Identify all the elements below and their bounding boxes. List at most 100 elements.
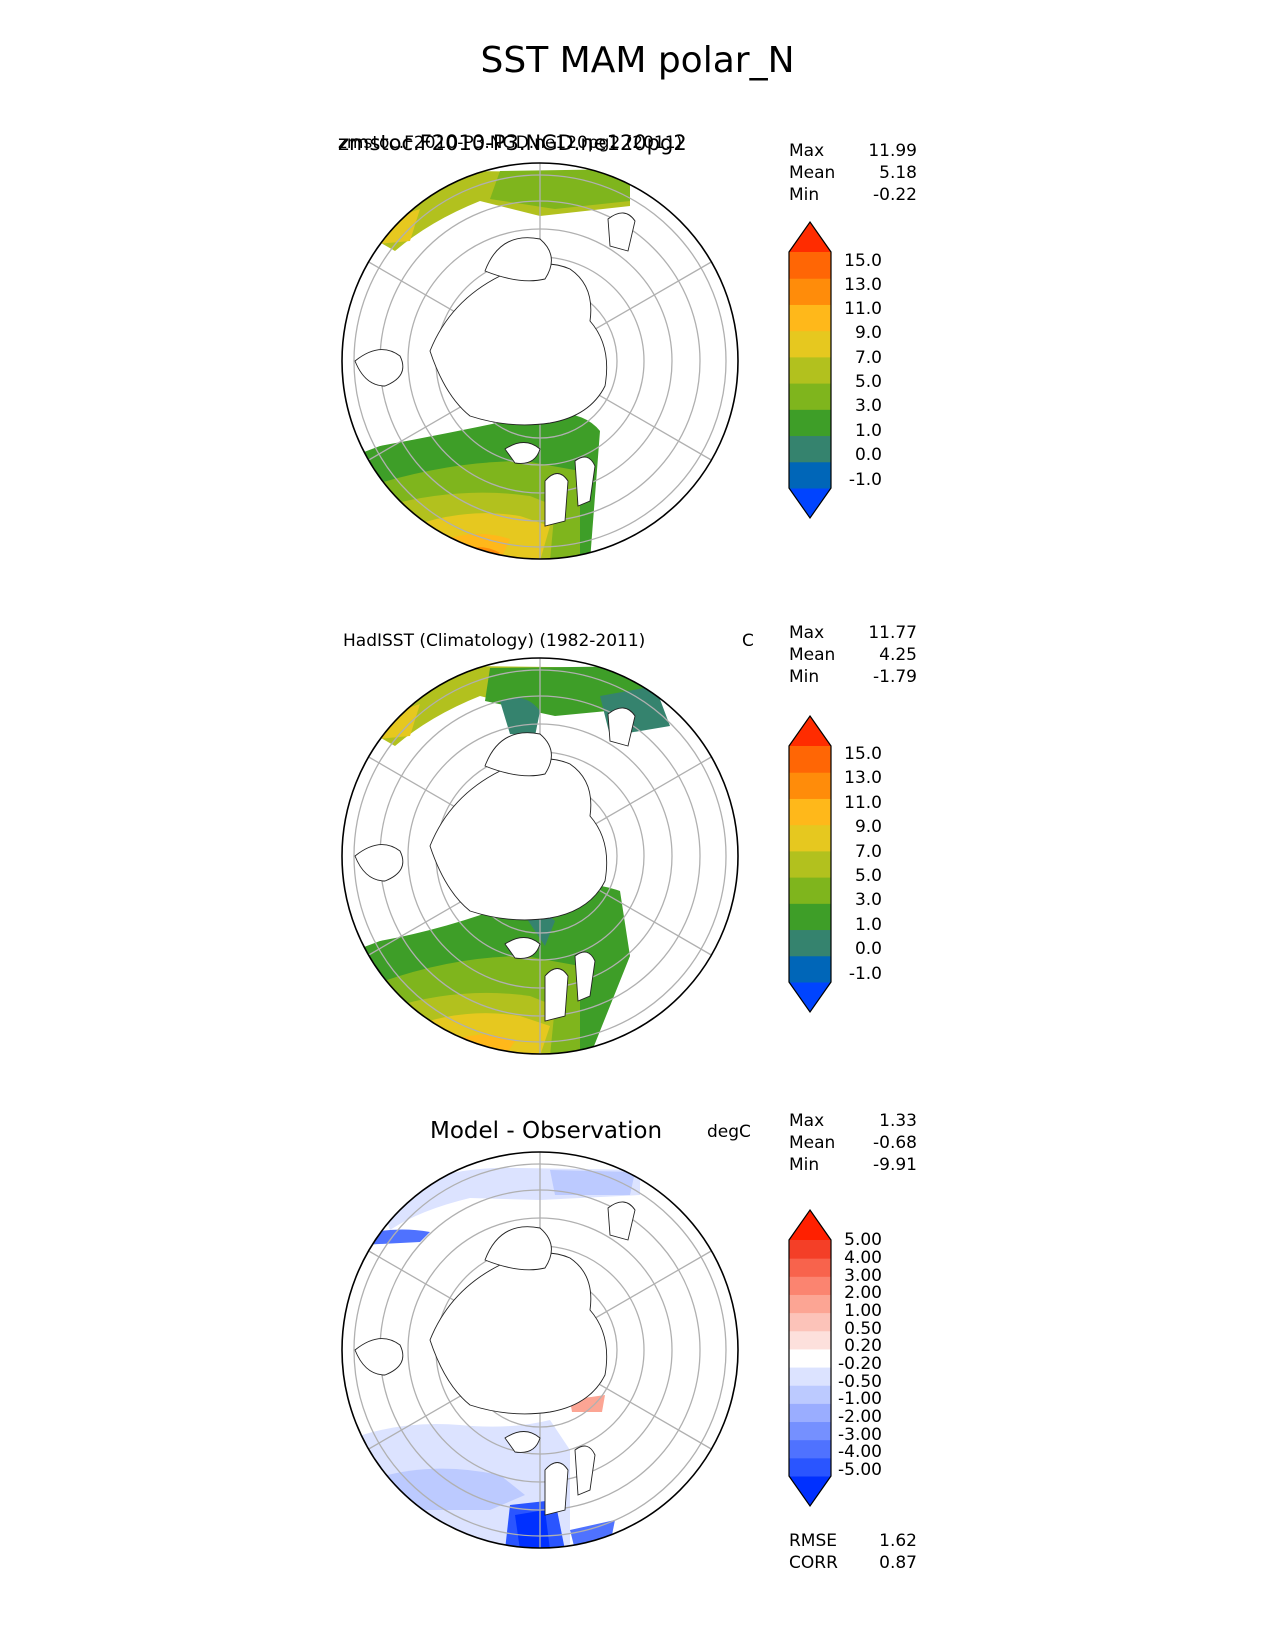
stat-name: Min — [789, 667, 820, 687]
colorbar-label: 2.00 — [844, 1283, 882, 1303]
panel-3-units: degC — [707, 1122, 751, 1142]
figure-title: SST MAM polar_N — [480, 40, 795, 81]
panel-2-polar-map — [341, 657, 739, 1055]
panel-3-stats: Max 1.33 Mean -0.68 Min -9.91 — [789, 1110, 917, 1176]
colorbar-min-extension — [789, 488, 831, 518]
stat-name: Mean — [789, 163, 836, 183]
panel-2-label: HadISST (Climatology) (1982-2011) — [343, 631, 646, 651]
colorbar-segment — [789, 1258, 831, 1277]
colorbar-max-extension — [789, 1210, 831, 1240]
colorbar-segment — [789, 903, 831, 931]
colorbar-label: 15.0 — [844, 744, 882, 764]
colorbar-label: 5.00 — [844, 1230, 882, 1250]
metric-value: 1.62 — [879, 1531, 917, 1551]
colorbar-segment — [789, 1276, 831, 1295]
metric-value: 0.87 — [879, 1553, 917, 1573]
colorbar-label: 11.0 — [844, 793, 882, 813]
stat-name: Mean — [789, 1133, 836, 1153]
colorbar-label: -3.00 — [838, 1425, 882, 1445]
panel-2-stats: Max 11.77 Mean 4.25 Min -1.79 — [789, 622, 917, 688]
colorbar-segment — [789, 461, 831, 489]
stat-value: -0.68 — [873, 1133, 917, 1153]
colorbar-segment — [789, 304, 831, 332]
colorbar-segment — [789, 1294, 831, 1314]
panel-3-polar-map — [341, 1151, 739, 1549]
panel-2-map-boundary — [341, 657, 739, 1055]
colorbar-label: 11.0 — [844, 299, 882, 319]
colorbar-segment — [789, 435, 831, 463]
colorbar-label: -1.0 — [848, 964, 882, 984]
stat-value: 11.77 — [868, 623, 917, 643]
colorbar-segment — [789, 330, 831, 358]
stat-value: 5.18 — [879, 163, 917, 183]
colorbar-segment — [789, 772, 831, 799]
colorbar-segment — [789, 877, 831, 904]
colorbar-label: 9.0 — [854, 817, 882, 837]
colorbar-label: -1.00 — [838, 1389, 882, 1409]
stat-name: Max — [789, 141, 825, 161]
panel-1-polar-map — [341, 162, 739, 560]
colorbar-segment — [789, 1385, 831, 1404]
colorbar-outline — [788, 1208, 832, 1508]
colorbar-label: 3.0 — [854, 396, 882, 416]
panel-2-coastlines — [354, 707, 636, 1022]
colorbar-label: 0.50 — [844, 1319, 882, 1339]
colorbar-label: 5.0 — [854, 866, 882, 886]
colorbar-segment — [789, 798, 831, 826]
colorbar-label: 1.00 — [844, 1301, 882, 1321]
panel-3-title: Model - Observation — [430, 1118, 663, 1144]
panel-3-metrics: RMSE 1.62 CORR 0.87 — [789, 1530, 917, 1574]
colorbar-segment — [789, 746, 831, 773]
stat-name: Max — [789, 623, 825, 643]
colorbar-outline — [788, 714, 832, 1014]
colorbar-label: -0.20 — [838, 1354, 882, 1374]
colorbar-label: 13.0 — [844, 275, 882, 295]
panel-2-colorbar — [788, 714, 832, 1014]
panel-1-coastlines — [354, 212, 636, 527]
colorbar-segment — [789, 1403, 831, 1423]
colorbar-segment — [789, 850, 831, 878]
colorbar-segment — [789, 1367, 831, 1386]
colorbar-label: 0.20 — [844, 1336, 882, 1356]
colorbar-segment — [789, 824, 831, 852]
colorbar-segment — [789, 409, 831, 437]
colorbar-label: -4.00 — [838, 1442, 882, 1462]
colorbar-label: 9.0 — [854, 323, 882, 343]
colorbar-segment — [789, 955, 831, 983]
panel-1-map-boundary — [341, 162, 739, 560]
stat-name: Min — [789, 1155, 820, 1175]
colorbar-segment — [789, 1312, 831, 1332]
colorbar-segment — [789, 278, 831, 305]
panel-1-stats: Max 11.99 Mean 5.18 Min -0.22 — [789, 140, 917, 206]
stat-value: -9.91 — [873, 1155, 917, 1175]
colorbar-label: 13.0 — [844, 768, 882, 788]
colorbar-segment — [789, 356, 831, 384]
stat-name: Max — [789, 1111, 825, 1131]
colorbar-segment — [789, 1240, 831, 1259]
colorbar-max-extension — [789, 716, 831, 746]
colorbar-segment — [789, 252, 831, 279]
stat-value: 1.33 — [879, 1111, 917, 1131]
colorbar-max-extension — [789, 222, 831, 252]
colorbar-label: -0.50 — [838, 1372, 882, 1392]
stat-value: -1.79 — [873, 667, 917, 687]
panel-3-map-boundary — [341, 1151, 739, 1549]
colorbar-label: 5.0 — [854, 372, 882, 392]
panel-2-units: C — [742, 631, 754, 651]
panel-1-label: zmstoc.F2010-P3.NGD.ne120pg2 (2011) — [338, 133, 683, 153]
colorbar-label: 15.0 — [844, 251, 882, 271]
colorbar-outline — [788, 220, 832, 520]
panel-1-title-overlap: zmstoc.F2010-P3.NGD.ne120pg2 — [338, 131, 687, 155]
colorbar-label: 1.0 — [854, 915, 882, 935]
colorbar-segment — [789, 929, 831, 957]
colorbar-label: -2.00 — [838, 1407, 882, 1427]
colorbar-min-extension — [789, 982, 831, 1012]
colorbar-segment — [789, 1457, 831, 1477]
colorbar-label: 1.0 — [854, 421, 882, 441]
stat-value: 11.99 — [868, 141, 917, 161]
panel-3-coastlines — [354, 1201, 636, 1516]
colorbar-label: 0.0 — [854, 939, 882, 959]
metric-name: RMSE — [789, 1531, 838, 1551]
metric-name: CORR — [789, 1553, 838, 1573]
panel-3-colorbar — [788, 1208, 832, 1508]
